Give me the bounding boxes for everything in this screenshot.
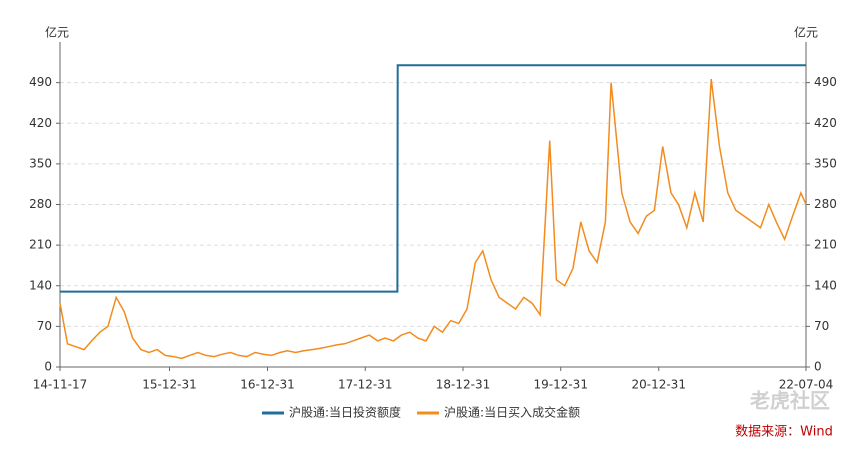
x-tick-label: 18-12-31 — [436, 378, 490, 392]
y2-tick-label: 350 — [814, 156, 837, 170]
y2-tick-label: 0 — [814, 360, 822, 374]
x-tick-label: 17-12-31 — [338, 378, 392, 392]
source-note: 数据来源：Wind — [735, 425, 833, 440]
line-series — [59, 79, 807, 360]
line-series — [60, 64, 806, 293]
x-tick-label: 16-12-31 — [240, 378, 294, 392]
x-tick-label: 19-12-31 — [533, 378, 587, 392]
y-tick-label: 350 — [29, 156, 52, 170]
legend-label: 沪股通:当日投资额度 — [289, 405, 401, 420]
y2-tick-label: 210 — [814, 238, 837, 252]
y2-tick-label: 280 — [814, 197, 837, 211]
y-tick-label: 210 — [29, 238, 52, 252]
watermark: 老虎社区 — [750, 389, 830, 413]
x-tick-label: 14-11-17 — [33, 378, 87, 392]
y2-tick-label: 490 — [814, 75, 837, 89]
y-tick-label: 280 — [29, 197, 52, 211]
y-tick-label: 420 — [29, 116, 52, 130]
y-tick-label: 140 — [29, 278, 52, 292]
y2-tick-label: 140 — [814, 278, 837, 292]
x-tick-label: 15-12-31 — [142, 378, 196, 392]
x-tick-label: 20-12-31 — [631, 378, 685, 392]
x-tick-label: 22-07-04 — [779, 378, 833, 392]
y2-axis-label: 亿元 — [794, 25, 818, 40]
y2-tick-label: 420 — [814, 116, 837, 130]
legend-label: 沪股通:当日买入成交金额 — [444, 405, 580, 420]
y2-tick-label: 70 — [814, 319, 829, 333]
y-tick-label: 0 — [44, 360, 52, 374]
y-tick-label: 490 — [29, 75, 52, 89]
y-tick-label: 70 — [37, 319, 52, 333]
y-axis-label: 亿元 — [45, 25, 69, 40]
